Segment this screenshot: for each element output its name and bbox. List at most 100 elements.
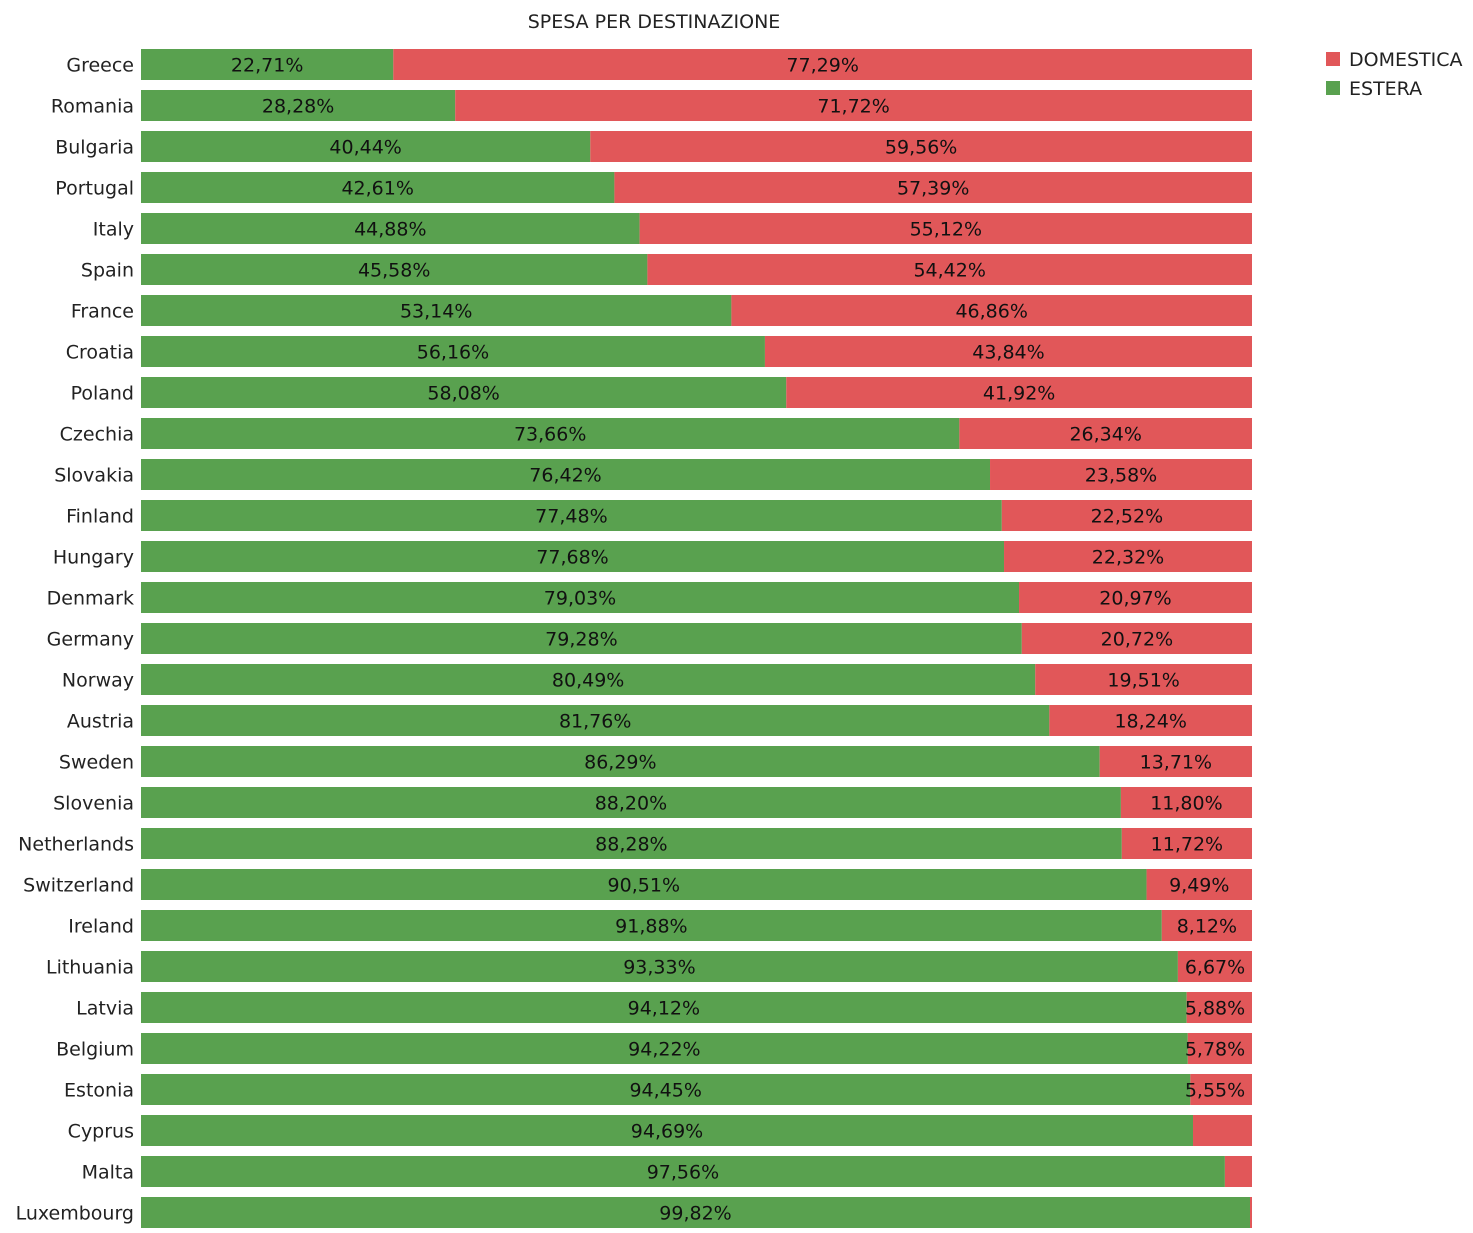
bar-estera-cyprus xyxy=(141,1115,1194,1146)
bar-domestica-slovakia xyxy=(990,459,1252,490)
category-label-luxembourg: Luxembourg xyxy=(16,1203,134,1225)
data-label-domestica-netherlands: 11,72% xyxy=(1151,834,1223,856)
data-label-domestica-belgium: 5,78% xyxy=(1185,1039,1245,1061)
bar-domestica-greece xyxy=(393,49,1252,80)
category-label-italy: Italy xyxy=(93,219,134,241)
data-label-estera-greece: 22,71% xyxy=(231,55,303,77)
category-label-norway: Norway xyxy=(62,670,134,692)
category-label-croatia: Croatia xyxy=(66,342,134,364)
data-label-domestica-denmark: 20,97% xyxy=(1099,588,1171,610)
bar-estera-malta xyxy=(141,1156,1225,1187)
data-label-domestica-estonia: 5,55% xyxy=(1185,1080,1245,1102)
data-label-domestica-spain: 54,42% xyxy=(913,260,985,282)
data-label-domestica-lithuania: 6,67% xyxy=(1185,957,1245,979)
bar-domestica-hungary xyxy=(1004,541,1252,572)
bar-domestica-germany xyxy=(1021,623,1252,654)
data-label-estera-spain: 45,58% xyxy=(358,260,430,282)
bar-estera-norway xyxy=(141,664,1036,695)
bar-domestica-slovenia xyxy=(1120,787,1252,818)
data-label-domestica-poland: 41,92% xyxy=(983,383,1055,405)
category-label-estonia: Estonia xyxy=(64,1080,134,1102)
bar-estera-slovakia xyxy=(141,459,991,490)
bar-domestica-spain xyxy=(647,254,1252,285)
category-label-lithuania: Lithuania xyxy=(46,957,134,979)
data-label-estera-croatia: 56,16% xyxy=(417,342,489,364)
data-label-estera-portugal: 42,61% xyxy=(341,178,413,200)
data-label-domestica-czechia: 26,34% xyxy=(1069,424,1141,446)
bar-domestica-ireland xyxy=(1161,910,1252,941)
bar-estera-romania xyxy=(141,90,456,121)
data-label-domestica-sweden: 13,71% xyxy=(1140,752,1212,774)
data-label-estera-sweden: 86,29% xyxy=(584,752,656,774)
bar-domestica-france xyxy=(731,295,1252,326)
bar-estera-sweden xyxy=(141,746,1100,777)
bar-estera-latvia xyxy=(141,992,1187,1023)
bar-domestica-poland xyxy=(786,377,1252,408)
bar-estera-germany xyxy=(141,623,1022,654)
bar-domestica-portugal xyxy=(614,172,1252,203)
data-label-domestica-portugal: 57,39% xyxy=(897,178,969,200)
data-label-domestica-latvia: 5,88% xyxy=(1185,998,1245,1020)
bars-group: Greece 22,71% 77,29% Romania 28,28% 71,72% Bul… xyxy=(16,49,1252,1228)
bar-estera-austria xyxy=(141,705,1050,736)
bar-estera-croatia xyxy=(141,336,765,367)
data-label-domestica-romania: 71,72% xyxy=(817,96,889,118)
bar-domestica-cyprus xyxy=(1193,1115,1252,1146)
category-label-greece: Greece xyxy=(66,55,134,77)
bar-estera-belgium xyxy=(141,1033,1188,1064)
bar-estera-spain xyxy=(141,254,648,285)
bar-domestica-lithuania xyxy=(1177,951,1252,982)
category-label-finland: Finland xyxy=(66,506,134,528)
data-label-estera-poland: 58,08% xyxy=(427,383,499,405)
legend-swatch-estera xyxy=(1326,81,1340,95)
data-label-estera-denmark: 79,03% xyxy=(544,588,616,610)
bar-estera-luxembourg xyxy=(141,1197,1251,1228)
category-label-denmark: Denmark xyxy=(47,588,134,610)
bar-estera-slovenia xyxy=(141,787,1121,818)
data-label-domestica-ireland: 8,12% xyxy=(1177,916,1237,938)
bar-domestica-croatia xyxy=(764,336,1252,367)
category-label-spain: Spain xyxy=(81,260,134,282)
legend-label-estera: ESTERA xyxy=(1349,78,1422,100)
bar-estera-lithuania xyxy=(141,951,1178,982)
category-label-slovakia: Slovakia xyxy=(54,465,134,487)
data-label-estera-norway: 80,49% xyxy=(552,670,624,692)
data-label-estera-czechia: 73,66% xyxy=(514,424,586,446)
bar-estera-denmark xyxy=(141,582,1020,613)
category-label-malta: Malta xyxy=(82,1162,134,1184)
bar-domestica-sweden xyxy=(1099,746,1252,777)
data-label-estera-malta: 97,56% xyxy=(647,1162,719,1184)
data-label-domestica-greece: 77,29% xyxy=(786,55,858,77)
bar-estera-hungary xyxy=(141,541,1005,572)
data-label-domestica-hungary: 22,32% xyxy=(1092,547,1164,569)
data-label-estera-italy: 44,88% xyxy=(354,219,426,241)
bar-estera-finland xyxy=(141,500,1002,531)
data-label-estera-switzerland: 90,51% xyxy=(608,875,680,897)
data-label-domestica-italy: 55,12% xyxy=(910,219,982,241)
data-label-estera-belgium: 94,22% xyxy=(628,1039,700,1061)
bar-domestica-switzerland xyxy=(1146,869,1252,900)
data-label-estera-france: 53,14% xyxy=(400,301,472,323)
bar-domestica-luxembourg xyxy=(1250,1197,1252,1228)
bar-domestica-italy xyxy=(639,213,1252,244)
category-label-bulgaria: Bulgaria xyxy=(55,137,134,159)
legend: DOMESTICA ESTERA xyxy=(1326,49,1463,100)
category-label-germany: Germany xyxy=(47,629,134,651)
category-label-romania: Romania xyxy=(51,96,134,118)
data-label-estera-estonia: 94,45% xyxy=(629,1080,701,1102)
data-label-estera-slovakia: 76,42% xyxy=(529,465,601,487)
chart-title: SPESA PER DESTINAZIONE xyxy=(528,11,781,33)
bar-domestica-finland xyxy=(1001,500,1252,531)
data-label-estera-hungary: 77,68% xyxy=(536,547,608,569)
legend-label-domestica: DOMESTICA xyxy=(1349,49,1463,71)
data-label-estera-romania: 28,28% xyxy=(262,96,334,118)
bar-domestica-norway xyxy=(1035,664,1252,695)
bar-domestica-belgium xyxy=(1187,1033,1252,1064)
bar-estera-portugal xyxy=(141,172,615,203)
category-label-latvia: Latvia xyxy=(76,998,134,1020)
bar-domestica-estonia xyxy=(1190,1074,1252,1105)
data-label-estera-netherlands: 88,28% xyxy=(595,834,667,856)
bar-domestica-denmark xyxy=(1019,582,1252,613)
data-label-estera-ireland: 91,88% xyxy=(615,916,687,938)
data-label-estera-luxembourg: 99,82% xyxy=(659,1203,731,1225)
